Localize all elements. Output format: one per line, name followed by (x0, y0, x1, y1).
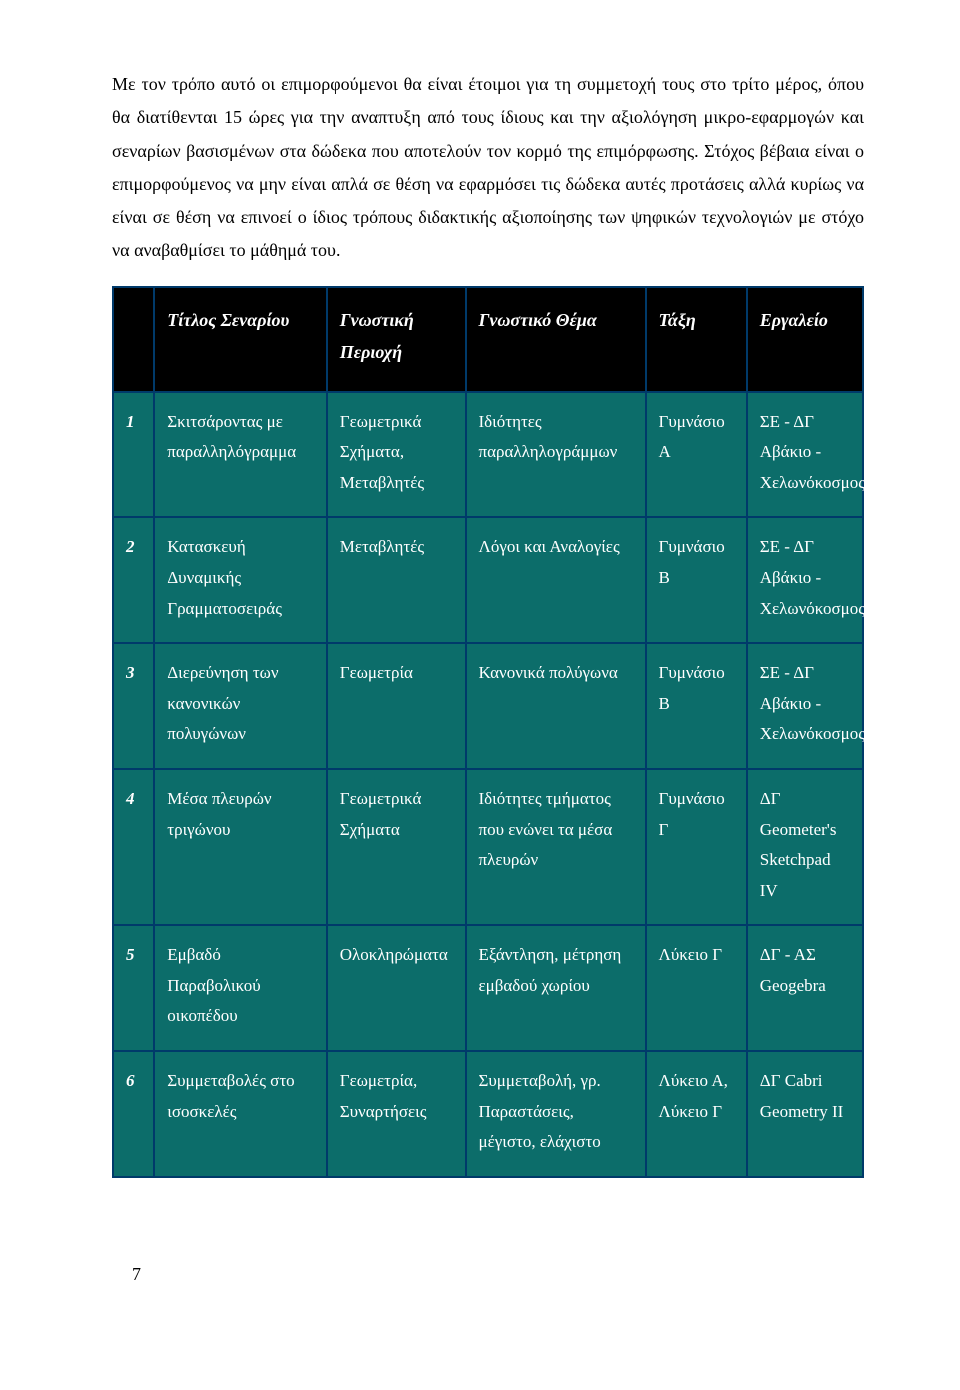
cell-area: Μεταβλητές (327, 517, 466, 643)
cell-num: 4 (113, 769, 154, 925)
cell-num: 1 (113, 392, 154, 518)
col-header-topic: Γνωστικό Θέμα (466, 287, 646, 392)
table-row: 4 Μέσα πλευρών τριγώνου Γεωμετρικά Σχήμα… (113, 769, 863, 925)
col-header-tool: Εργαλείο (747, 287, 863, 392)
cell-area: Ολοκληρώματα (327, 925, 466, 1051)
cell-area: Γεωμετρία (327, 643, 466, 769)
table-row: 1 Σκιτσάροντας με παραλληλόγραμμα Γεωμετ… (113, 392, 863, 518)
cell-topic: Ιδιότητες τμήματος που ενώνει τα μέσα πλ… (466, 769, 646, 925)
cell-area: Γεωμετρία, Συναρτήσεις (327, 1051, 466, 1177)
table-row: 5 Εμβαδό Παραβολικού οικοπέδου Ολοκληρώμ… (113, 925, 863, 1051)
cell-topic: Εξάντληση, μέτρηση εμβαδού χωρίου (466, 925, 646, 1051)
cell-area: Γεωμετρικά Σχήματα, Μεταβλητές (327, 392, 466, 518)
cell-grade: Λύκειο Γ (646, 925, 747, 1051)
cell-num: 5 (113, 925, 154, 1051)
col-header-grade: Τάξη (646, 287, 747, 392)
table-row: 2 Κατασκευή Δυναμικής Γραμματοσειράς Μετ… (113, 517, 863, 643)
cell-title: Μέσα πλευρών τριγώνου (154, 769, 327, 925)
cell-num: 2 (113, 517, 154, 643)
cell-topic: Συμμεταβολή, γρ. Παραστάσεις, μέγιστο, ε… (466, 1051, 646, 1177)
col-header-title: Τίτλος Σεναρίου (154, 287, 327, 392)
cell-topic: Ιδιότητες παραλληλογράμμων (466, 392, 646, 518)
cell-grade: Γυμνάσιο Β (646, 517, 747, 643)
cell-area: Γεωμετρικά Σχήματα (327, 769, 466, 925)
col-header-num (113, 287, 154, 392)
cell-tool: ΣΕ - ΔΓ Αβάκιο - Χελωνόκοσμος (747, 392, 863, 518)
cell-tool: ΣΕ - ΔΓ Αβάκιο - Χελωνόκοσμος (747, 643, 863, 769)
cell-title: Κατασκευή Δυναμικής Γραμματοσειράς (154, 517, 327, 643)
cell-tool: ΣΕ - ΔΓ Αβάκιο - Χελωνόκοσμος (747, 517, 863, 643)
col-header-area: Γνωστική Περιοχή (327, 287, 466, 392)
cell-grade: Γυμνάσιο Β (646, 643, 747, 769)
cell-grade: Γυμνάσιο Γ (646, 769, 747, 925)
page-number: 7 (112, 1258, 864, 1291)
cell-title: Συμμεταβολές στο ισοσκελές (154, 1051, 327, 1177)
table-row: 3 Διερεύνηση των κανονικών πολυγώνων Γεω… (113, 643, 863, 769)
table-row: 6 Συμμεταβολές στο ισοσκελές Γεωμετρία, … (113, 1051, 863, 1177)
cell-title: Διερεύνηση των κανονικών πολυγώνων (154, 643, 327, 769)
scenarios-table: Τίτλος Σεναρίου Γνωστική Περιοχή Γνωστικ… (112, 286, 864, 1178)
cell-title: Σκιτσάροντας με παραλληλόγραμμα (154, 392, 327, 518)
table-header-row: Τίτλος Σεναρίου Γνωστική Περιοχή Γνωστικ… (113, 287, 863, 392)
cell-tool: ΔΓ - ΑΣ Geogebra (747, 925, 863, 1051)
cell-num: 3 (113, 643, 154, 769)
cell-tool: ΔΓ Geometer's Sketchpad IV (747, 769, 863, 925)
cell-grade: Λύκειο Α, Λύκειο Γ (646, 1051, 747, 1177)
cell-num: 6 (113, 1051, 154, 1177)
cell-title: Εμβαδό Παραβολικού οικοπέδου (154, 925, 327, 1051)
cell-tool: ΔΓ Cabri Geometry II (747, 1051, 863, 1177)
cell-topic: Κανονικά πολύγωνα (466, 643, 646, 769)
intro-paragraph: Με τον τρόπο αυτό οι επιμορφούμενοι θα ε… (112, 68, 864, 268)
cell-topic: Λόγοι και Αναλογίες (466, 517, 646, 643)
cell-grade: Γυμνάσιο Α (646, 392, 747, 518)
